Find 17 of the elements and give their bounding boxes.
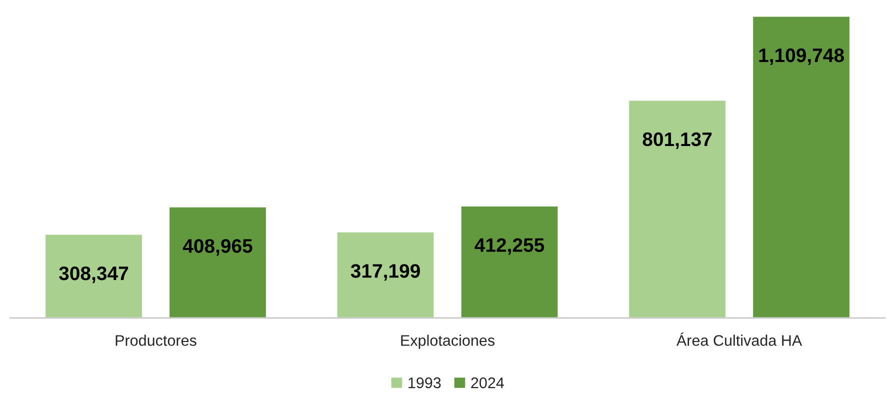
x-tick-label: Explotaciones — [401, 334, 495, 349]
legend-label: 1993 — [408, 377, 441, 388]
bar — [168, 206, 268, 318]
x-tick-label: Productores — [116, 334, 196, 346]
data-label: 408,965 — [182, 239, 252, 256]
x-tick-label: Área Cultivada HA — [676, 332, 802, 346]
legend-label: 2024 — [471, 377, 504, 388]
data-label: 801,137 — [642, 132, 712, 149]
bar — [460, 205, 560, 318]
bar — [752, 16, 851, 318]
data-label: 317,199 — [350, 264, 420, 281]
bar — [336, 230, 436, 318]
data-label: 308,347 — [59, 266, 128, 284]
data-label: 412,255 — [474, 238, 544, 255]
bar — [44, 233, 144, 318]
data-label: 1,109,748 — [759, 48, 844, 66]
bar — [628, 99, 727, 318]
